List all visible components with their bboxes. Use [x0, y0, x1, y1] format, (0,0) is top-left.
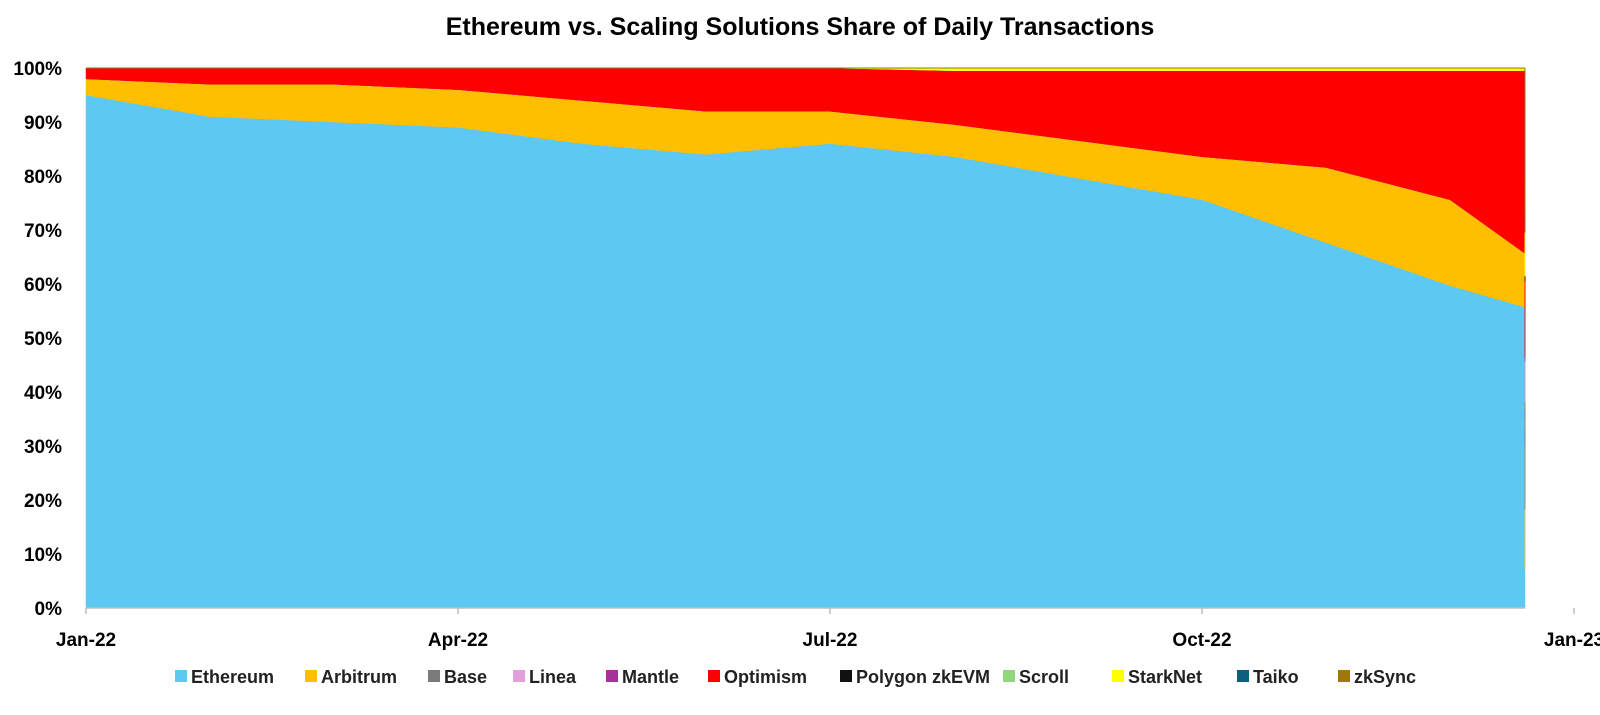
- legend-swatch-base: [428, 670, 440, 682]
- y-tick-label: 20%: [24, 491, 62, 512]
- legend-label-scroll: Scroll: [1019, 667, 1069, 687]
- y-tick-label: 60%: [24, 275, 62, 296]
- x-axis: Jan-22Apr-22Jul-22Oct-22Jan-23Apr-23Jul-…: [56, 607, 1600, 651]
- y-tick-label: 40%: [24, 383, 62, 404]
- legend-swatch-linea: [513, 670, 525, 682]
- legend-label-starknet: StarkNet: [1128, 667, 1202, 687]
- x-tick-label: Apr-22: [428, 630, 488, 651]
- y-tick-label: 50%: [24, 329, 62, 350]
- x-tick-label: Jan-22: [56, 630, 116, 651]
- legend-label-zksync: zkSync: [1354, 667, 1416, 687]
- y-tick-label: 10%: [24, 545, 62, 566]
- legend-swatch-taiko: [1237, 670, 1249, 682]
- legend: Ethereum Arbitrum Base Linea Mantle Optimism P…: [175, 667, 1416, 687]
- legend-swatch-optimism: [708, 670, 720, 682]
- legend-label-mantle: Mantle: [622, 667, 679, 687]
- legend-swatch-zksync: [1338, 670, 1350, 682]
- legend-label-taiko: Taiko: [1253, 667, 1299, 687]
- legend-swatch-arbitrum: [305, 670, 317, 682]
- x-tick-label: Jan-23: [1544, 630, 1600, 651]
- x-tick-label: Jul-22: [803, 630, 858, 651]
- legend-swatch-starknet: [1112, 670, 1124, 682]
- legend-label-linea: Linea: [529, 667, 577, 687]
- chart-title: Ethereum vs. Scaling Solutions Share of …: [446, 13, 1155, 41]
- y-tick-label: 80%: [24, 167, 62, 188]
- legend-swatch-scroll: [1003, 670, 1015, 682]
- area-series-group: [85, 67, 1526, 609]
- legend-label-base: Base: [444, 667, 487, 687]
- area-zksync: [86, 67, 1526, 233]
- y-tick-label: 90%: [24, 113, 62, 134]
- legend-label-ethereum: Ethereum: [191, 667, 274, 687]
- legend-swatch-polygon-zkevm: [840, 670, 852, 682]
- legend-label-polygon-zkevm: Polygon zkEVM: [856, 667, 990, 687]
- legend-swatch-ethereum: [175, 670, 187, 682]
- y-axis: 0% 10% 20% 30% 40% 50% 60% 70% 80% 90% 100%: [13, 59, 62, 620]
- y-tick-label: 70%: [24, 221, 62, 242]
- legend-label-optimism: Optimism: [724, 667, 807, 687]
- y-tick-label: 100%: [13, 59, 62, 80]
- y-tick-label: 0%: [35, 599, 63, 620]
- y-tick-label: 30%: [24, 437, 62, 458]
- x-tick-label: Oct-22: [1172, 630, 1231, 651]
- legend-swatch-mantle: [606, 670, 618, 682]
- legend-label-arbitrum: Arbitrum: [321, 667, 397, 687]
